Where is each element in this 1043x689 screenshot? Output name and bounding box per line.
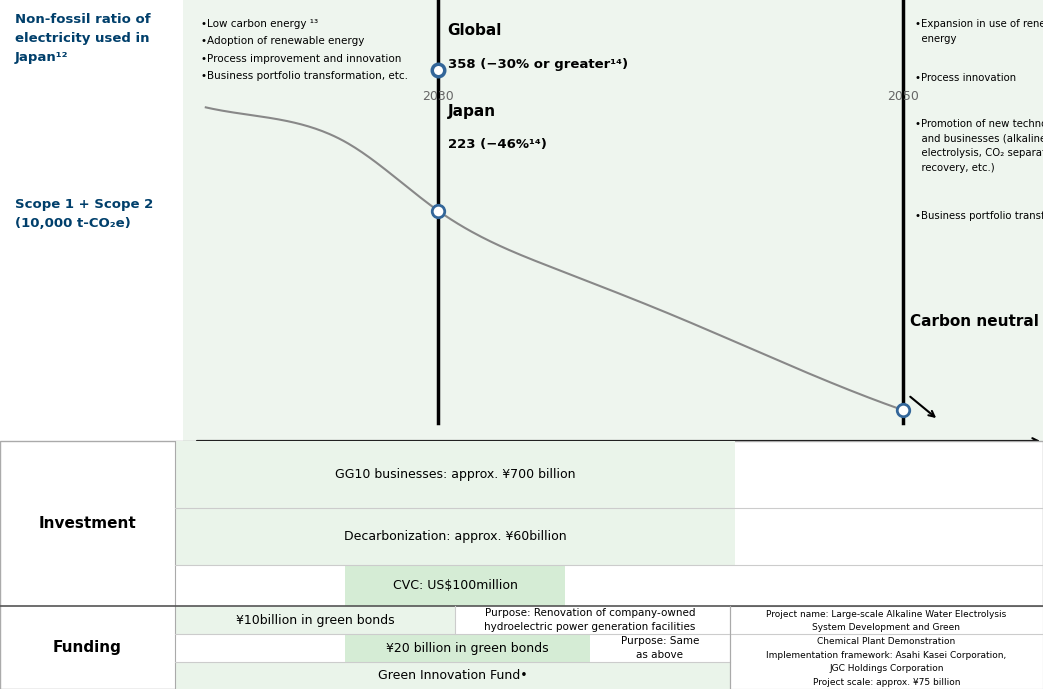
Text: •Promotion of new technologies
  and businesses (alkaline water
  electrolysis, : •Promotion of new technologies and busin… <box>915 119 1043 173</box>
Text: •Expansion in use of renewable
  energy: •Expansion in use of renewable energy <box>915 19 1043 44</box>
Bar <box>175 606 455 635</box>
Text: Non-fossil ratio of
electricity used in
Japan¹²: Non-fossil ratio of electricity used in … <box>15 13 150 64</box>
Text: 2030: 2030 <box>422 90 454 103</box>
Bar <box>175 441 735 508</box>
Text: 223 (−46%¹⁴): 223 (−46%¹⁴) <box>447 138 547 151</box>
Text: 2050: 2050 <box>888 90 919 103</box>
Text: Scope 1 + Scope 2
(10,000 t-CO₂e): Scope 1 + Scope 2 (10,000 t-CO₂e) <box>15 198 153 230</box>
Bar <box>345 565 565 606</box>
Text: ¥20 billion in green bonds: ¥20 billion in green bonds <box>386 641 549 655</box>
Text: •Process innovation: •Process innovation <box>915 73 1016 83</box>
Text: Japan: Japan <box>447 103 495 119</box>
Text: CVC: US$100million: CVC: US$100million <box>392 579 517 592</box>
Text: GG10 businesses: approx. ¥700 billion: GG10 businesses: approx. ¥700 billion <box>335 468 576 481</box>
Text: 358 (−30% or greater¹⁴): 358 (−30% or greater¹⁴) <box>447 57 628 70</box>
Text: •Low carbon energy ¹³
•Adoption of renewable energy
•Process improvement and inn: •Low carbon energy ¹³ •Adoption of renew… <box>201 19 408 81</box>
Bar <box>175 661 730 689</box>
Bar <box>175 508 735 565</box>
Text: Purpose: Renovation of company-owned
hydroelectric power generation facilities: Purpose: Renovation of company-owned hyd… <box>484 608 696 633</box>
Text: Project name: Large-scale Alkaline Water Electrolysis
System Development and Gre: Project name: Large-scale Alkaline Water… <box>767 610 1006 689</box>
Bar <box>345 635 590 661</box>
Text: •Business portfolio transformation: •Business portfolio transformation <box>915 211 1043 221</box>
Text: Green Innovation Fund•: Green Innovation Fund• <box>378 669 528 682</box>
Text: Investment: Investment <box>39 516 137 531</box>
Bar <box>730 606 1043 689</box>
Text: Global: Global <box>447 23 502 38</box>
Text: Carbon neutral: Carbon neutral <box>911 314 1039 329</box>
Text: Decarbonization: approx. ¥60billion: Decarbonization: approx. ¥60billion <box>344 530 566 543</box>
Text: Funding: Funding <box>53 640 122 655</box>
Text: Purpose: Same
as above: Purpose: Same as above <box>621 636 699 660</box>
Text: ¥10billion in green bonds: ¥10billion in green bonds <box>236 614 394 627</box>
